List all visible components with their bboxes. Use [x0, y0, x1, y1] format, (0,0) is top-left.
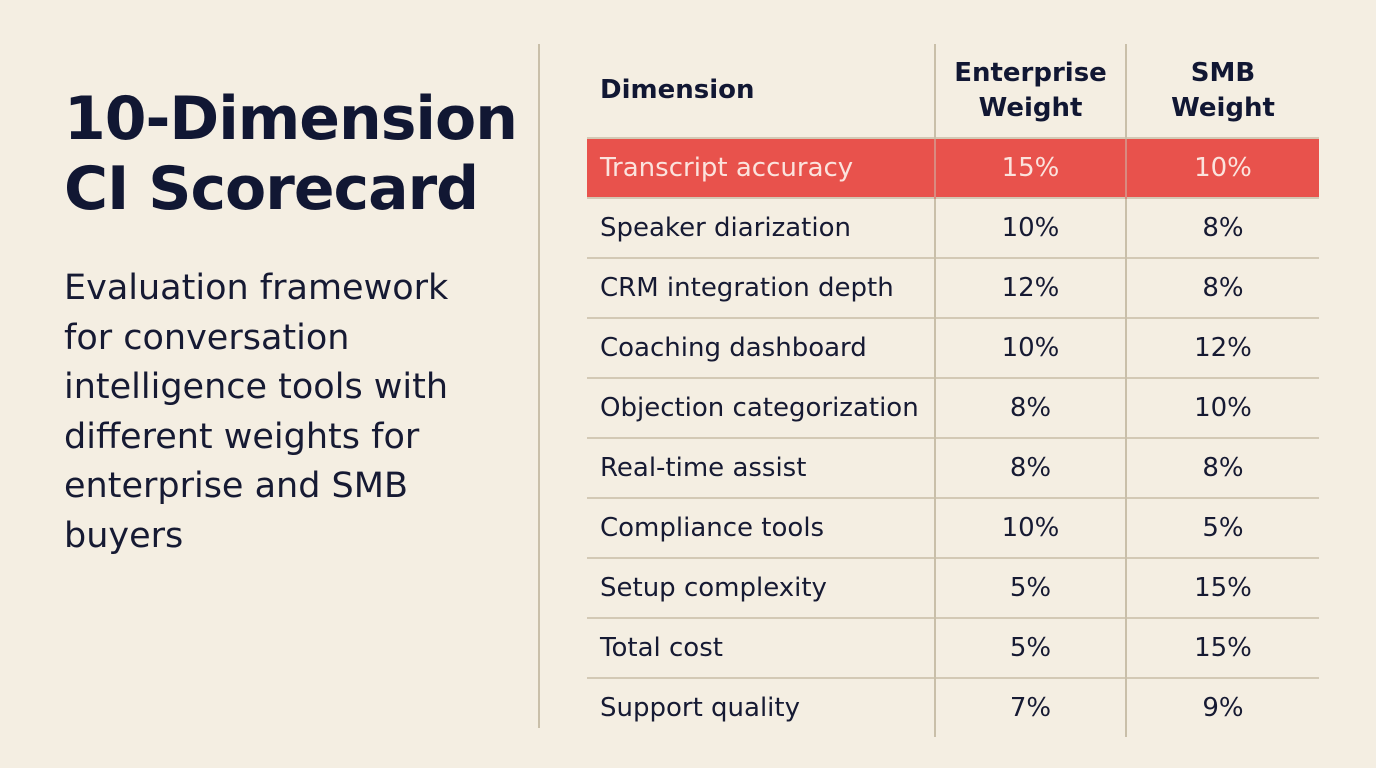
table-row: Coaching dashboard 10% 12% [587, 317, 1319, 378]
row-smb-weight: 8% [1125, 257, 1319, 318]
row-enterprise-weight: 10% [934, 497, 1126, 558]
row-dimension: Compliance tools [587, 497, 935, 558]
row-enterprise-weight: 5% [934, 557, 1126, 618]
header-smb-weight: SMB Weight [1125, 44, 1319, 138]
header-smb-line-2: Weight [1171, 92, 1275, 123]
table-row: Real-time assist 8% 8% [587, 437, 1319, 498]
header-enterprise-line-2: Weight [978, 92, 1083, 123]
table-row-highlighted: Transcript accuracy 15% 10% [587, 137, 1319, 198]
table-row: Objection categorization 8% 10% [587, 377, 1319, 438]
row-smb-weight: 12% [1125, 317, 1319, 378]
vertical-divider [538, 44, 540, 728]
row-enterprise-weight: 7% [934, 677, 1126, 737]
row-enterprise-weight: 8% [934, 437, 1126, 498]
row-enterprise-weight: 5% [934, 617, 1126, 678]
page-title: 10-Dimension CI Scorecard [64, 84, 518, 224]
table-row: Total cost 5% 15% [587, 617, 1319, 678]
row-smb-weight: 9% [1125, 677, 1319, 737]
row-dimension: CRM integration depth [587, 257, 935, 318]
row-dimension: Setup complexity [587, 557, 935, 618]
row-dimension: Speaker diarization [587, 197, 935, 258]
row-dimension: Objection categorization [587, 377, 935, 438]
table-row: Support quality 7% 9% [587, 677, 1319, 737]
row-enterprise-weight: 8% [934, 377, 1126, 438]
row-enterprise-weight: 10% [934, 317, 1126, 378]
row-smb-weight: 8% [1125, 437, 1319, 498]
table-row: Compliance tools 10% 5% [587, 497, 1319, 558]
row-enterprise-weight: 12% [934, 257, 1126, 318]
row-smb-weight: 15% [1125, 617, 1319, 678]
page-subtitle: Evaluation framework for conversation in… [64, 268, 449, 556]
title-line-2: CI Scorecard [64, 154, 479, 224]
title-line-1: 10-Dimension [64, 84, 518, 154]
row-smb-weight: 5% [1125, 497, 1319, 558]
row-enterprise-weight: 10% [934, 197, 1126, 258]
table-row: Setup complexity 5% 15% [587, 557, 1319, 618]
row-dimension: Total cost [587, 617, 935, 678]
scorecard-table: Dimension Enterprise Weight SMB Weight T… [587, 44, 1319, 737]
header-dimension: Dimension [600, 75, 755, 105]
header-enterprise-weight: Enterprise Weight [934, 44, 1126, 138]
row-smb-weight: 10% [1125, 137, 1319, 198]
row-dimension: Coaching dashboard [587, 317, 935, 378]
row-smb-weight: 15% [1125, 557, 1319, 618]
row-smb-weight: 10% [1125, 377, 1319, 438]
table-row: Speaker diarization 10% 8% [587, 197, 1319, 258]
header-enterprise-line-1: Enterprise [954, 57, 1107, 88]
row-enterprise-weight: 15% [934, 137, 1126, 198]
table-header-row: Dimension Enterprise Weight SMB Weight [587, 44, 1319, 138]
row-dimension: Support quality [587, 677, 935, 737]
row-dimension: Real-time assist [587, 437, 935, 498]
table-row: CRM integration depth 12% 8% [587, 257, 1319, 318]
row-dimension: Transcript accuracy [587, 137, 935, 198]
header-smb-line-1: SMB [1190, 57, 1256, 88]
row-smb-weight: 8% [1125, 197, 1319, 258]
